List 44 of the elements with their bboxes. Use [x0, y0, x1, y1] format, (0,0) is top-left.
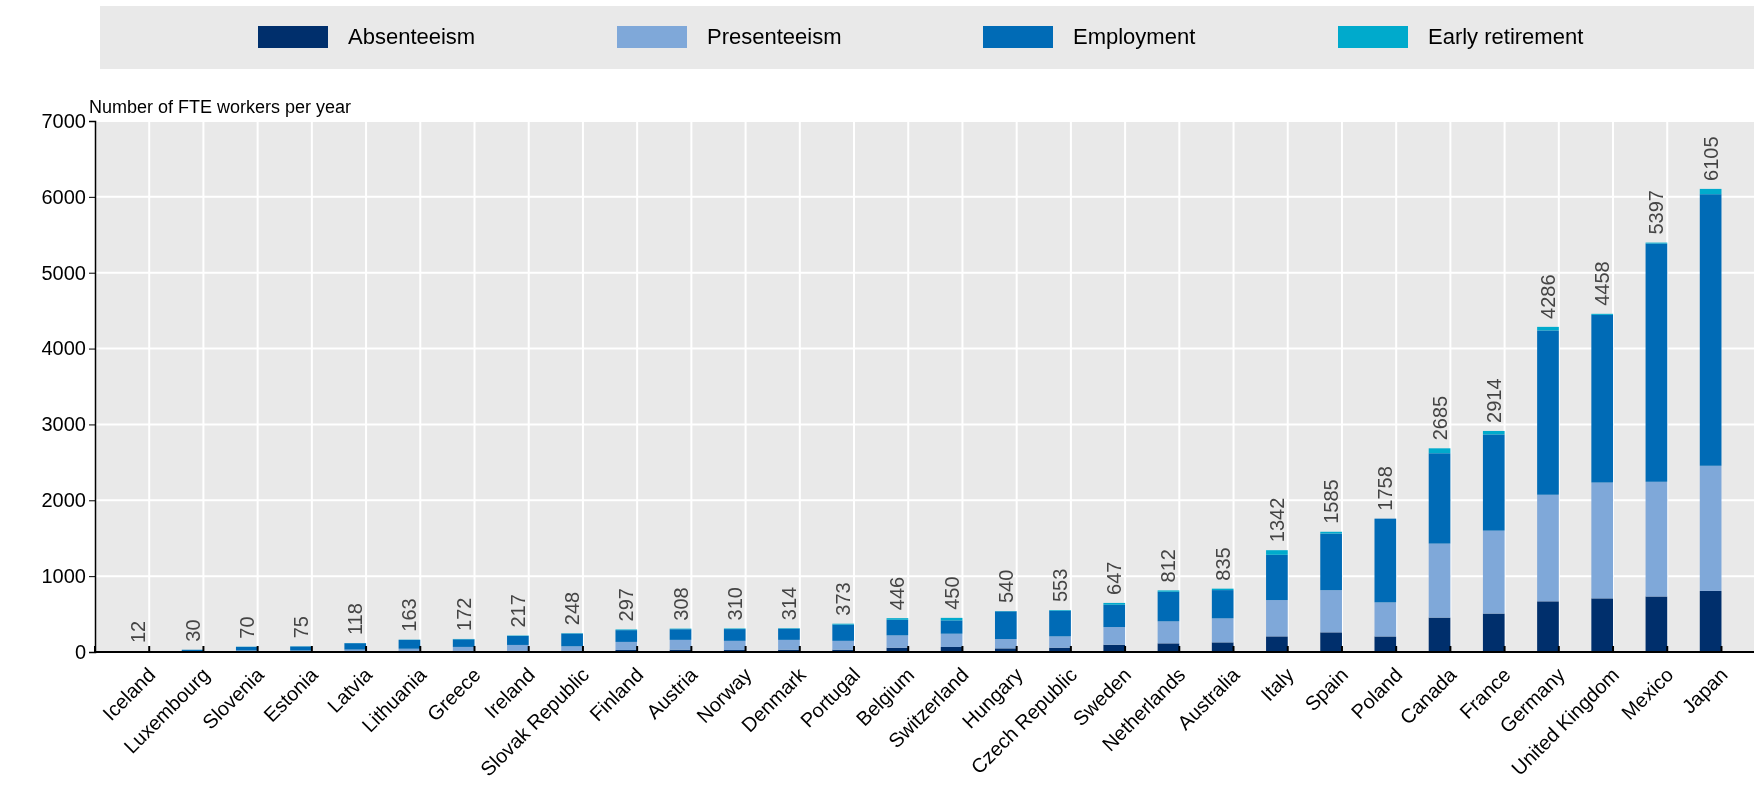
total-label: 1758 — [1374, 466, 1397, 511]
y-tick-label: 6000 — [41, 185, 86, 208]
y-tick-label: 5000 — [41, 261, 86, 284]
y-tick-label: 3000 — [41, 413, 86, 436]
total-label: 4286 — [1536, 274, 1559, 319]
total-label: 310 — [723, 587, 746, 621]
y-tick-label: 4000 — [41, 337, 86, 360]
legend-label: Employment — [1073, 24, 1196, 49]
total-label: 4458 — [1591, 261, 1614, 306]
total-label: 297 — [615, 588, 638, 622]
total-label: 450 — [940, 576, 963, 610]
legend-label: Absenteeism — [348, 24, 476, 49]
total-label: 30 — [181, 619, 204, 642]
total-label: 812 — [1157, 549, 1180, 583]
total-label: 314 — [777, 586, 800, 621]
total-label: 12 — [127, 620, 150, 644]
y-tick-label: 7000 — [41, 109, 86, 132]
total-label: 647 — [1103, 561, 1126, 595]
total-label: 2685 — [1428, 395, 1451, 441]
y-tick-label: 2000 — [41, 489, 86, 512]
total-label: 6105 — [1699, 136, 1722, 181]
total-label: 373 — [832, 582, 855, 616]
total-label: 248 — [561, 591, 584, 626]
y-tick-label: 0 — [74, 640, 86, 663]
total-label: 75 — [290, 616, 313, 639]
total-label: 5397 — [1645, 190, 1668, 235]
y-tick-label: 1000 — [41, 565, 86, 588]
total-label: 540 — [994, 569, 1017, 604]
x-tick-label: Italy — [1256, 663, 1298, 705]
total-label: 446 — [886, 576, 909, 611]
total-label: 308 — [669, 587, 692, 621]
total-label: 2914 — [1482, 378, 1505, 423]
legend-label: Early retirement — [1428, 24, 1584, 49]
total-label: 172 — [452, 597, 475, 631]
total-label: 553 — [1049, 568, 1072, 603]
total-label: 1342 — [1265, 497, 1288, 543]
legend-label: Presenteeism — [707, 24, 842, 49]
total-label: 1585 — [1320, 479, 1343, 524]
total-label: 217 — [506, 594, 529, 628]
total-label: 163 — [398, 598, 421, 632]
y-axis-title: Number of FTE workers per year — [89, 97, 352, 117]
total-label: 835 — [1211, 547, 1234, 581]
total-label: 118 — [344, 603, 367, 636]
total-label: 70 — [235, 616, 258, 639]
